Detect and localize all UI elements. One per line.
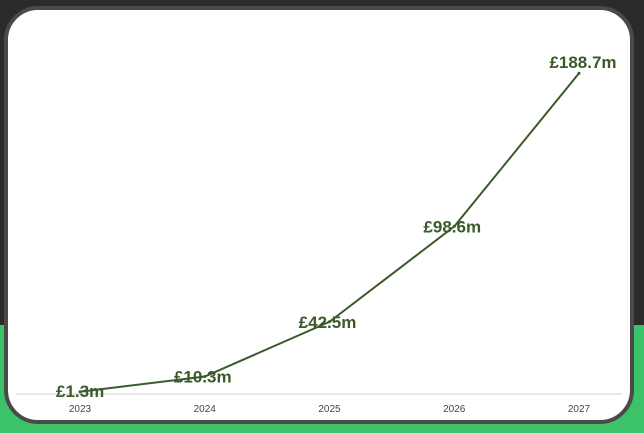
data-point xyxy=(577,71,581,75)
x-tick-label: 2024 xyxy=(194,404,217,415)
data-point xyxy=(203,374,207,378)
line-chart: £1.3m£10.3m£42.5m£98.6m£188.7m 2023 2024 2… xyxy=(16,53,622,415)
chart-card: £1.3m £10.3m £42.5m £98.6m £188.7m 2023 2024 2… xyxy=(4,6,634,424)
data-label: £98.6m xyxy=(423,217,481,236)
series-line xyxy=(79,72,580,393)
data-label: £10.3m xyxy=(174,367,232,386)
x-tick-labels: 2023 2024 2025 2026 2027 xyxy=(69,404,591,415)
data-label: £188.7m xyxy=(549,53,616,72)
data-label: £42.5m xyxy=(299,313,357,332)
value-labels: £1.3m £10.3m £42.5m £98.6m £188.7m xyxy=(56,53,617,401)
data-point xyxy=(78,390,82,394)
data-point xyxy=(452,224,456,228)
x-tick-label: 2023 xyxy=(69,404,92,415)
x-tick-label: 2027 xyxy=(568,404,591,415)
x-tick-label: 2025 xyxy=(318,404,341,415)
data-point xyxy=(328,320,331,324)
x-tick-label: 2026 xyxy=(443,404,466,415)
data-label: £1.3m xyxy=(56,382,104,401)
